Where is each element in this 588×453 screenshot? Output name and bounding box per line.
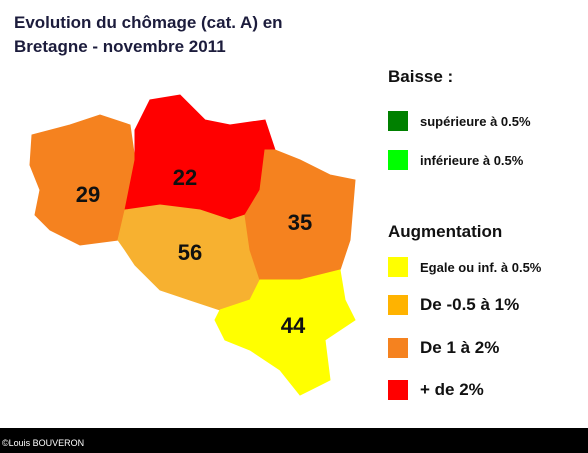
legend-swatch [388, 257, 408, 277]
legend-label: De 1 à 2% [420, 338, 499, 357]
legend-section-title: Baisse : [388, 67, 453, 86]
region [214, 269, 356, 396]
legend-label: inférieure à 0.5% [420, 153, 524, 168]
region-label: 29 [76, 182, 100, 207]
region-layer: 29 22 56 35 44 [29, 94, 356, 396]
region [29, 114, 136, 246]
legend-swatch [388, 150, 408, 170]
legend-swatch [388, 380, 408, 400]
legend-label: + de 2% [420, 380, 484, 399]
legend-section-title: Augmentation [388, 222, 502, 241]
title-line: Bretagne - novembre 2011 [14, 37, 226, 56]
region-label: 56 [178, 240, 202, 265]
legend-swatch [388, 338, 408, 358]
legend: Baisse : supérieure à 0.5% inférieure à 0.… [388, 67, 542, 400]
region-label: 44 [281, 313, 306, 338]
region-label: 35 [288, 210, 312, 235]
footer-bar [0, 428, 588, 453]
legend-label: Egale ou inf. à 0.5% [420, 260, 542, 275]
legend-swatch [388, 295, 408, 315]
region-label: 22 [173, 165, 197, 190]
legend-label: De -0.5 à 1% [420, 295, 519, 314]
legend-swatch [388, 111, 408, 131]
credit: ©Louis BOUVERON [2, 438, 84, 448]
title-line: Evolution du chômage (cat. A) en [14, 13, 283, 32]
legend-label: supérieure à 0.5% [420, 114, 531, 129]
region [124, 94, 276, 221]
